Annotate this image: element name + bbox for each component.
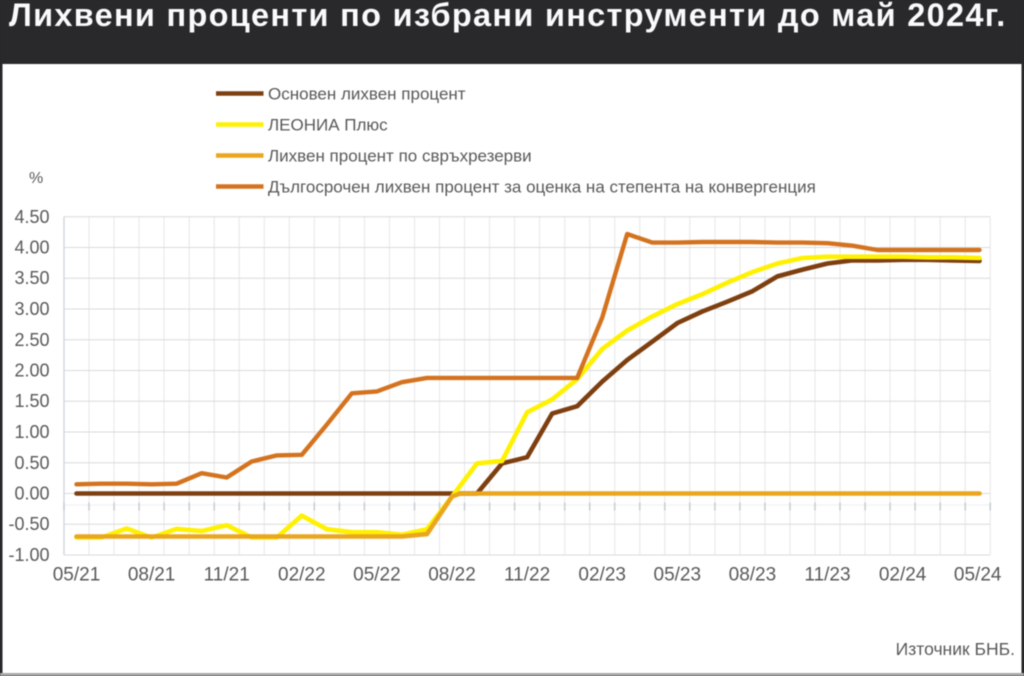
- svg-text:02/22: 02/22: [278, 565, 326, 586]
- svg-text:4.50: 4.50: [14, 207, 49, 227]
- svg-text:3.50: 3.50: [14, 268, 49, 288]
- svg-text:05/24: 05/24: [954, 565, 1002, 586]
- svg-text:05/21: 05/21: [53, 565, 101, 586]
- svg-text:Лихвени проценти по избрани ин: Лихвени проценти по избрани инструменти …: [9, 0, 1007, 33]
- svg-text:4.00: 4.00: [14, 238, 49, 258]
- svg-text:Основен лихвен процент: Основен лихвен процент: [268, 85, 466, 104]
- svg-text:11/22: 11/22: [504, 565, 550, 586]
- svg-text:Лихвен процент по свръхрезерви: Лихвен процент по свръхрезерви: [268, 147, 532, 166]
- svg-text:05/23: 05/23: [654, 565, 702, 586]
- svg-text:%: %: [29, 170, 43, 187]
- svg-text:08/21: 08/21: [128, 565, 176, 586]
- svg-text:0.50: 0.50: [14, 453, 49, 473]
- svg-text:0.00: 0.00: [14, 484, 49, 504]
- svg-text:Източник БНБ.: Източник БНБ.: [896, 639, 1015, 659]
- svg-text:3.00: 3.00: [14, 299, 49, 319]
- svg-text:ЛЕОНИА Плюс: ЛЕОНИА Плюс: [268, 116, 388, 135]
- svg-text:Дългосрочен лихвен процент за: Дългосрочен лихвен процент за оценка на …: [268, 178, 816, 197]
- svg-text:08/23: 08/23: [729, 565, 777, 586]
- svg-text:11/23: 11/23: [804, 565, 850, 586]
- svg-text:2.00: 2.00: [14, 361, 49, 381]
- svg-text:11/21: 11/21: [204, 565, 250, 586]
- svg-text:02/24: 02/24: [879, 565, 927, 586]
- svg-text:-1.00: -1.00: [8, 545, 49, 565]
- svg-text:1.50: 1.50: [14, 391, 49, 411]
- svg-text:2.50: 2.50: [14, 330, 49, 350]
- svg-text:08/22: 08/22: [428, 565, 476, 586]
- svg-text:02/23: 02/23: [578, 565, 626, 586]
- svg-text:1.00: 1.00: [14, 422, 49, 442]
- svg-text:-0.50: -0.50: [8, 514, 49, 534]
- svg-text:05/22: 05/22: [353, 565, 401, 586]
